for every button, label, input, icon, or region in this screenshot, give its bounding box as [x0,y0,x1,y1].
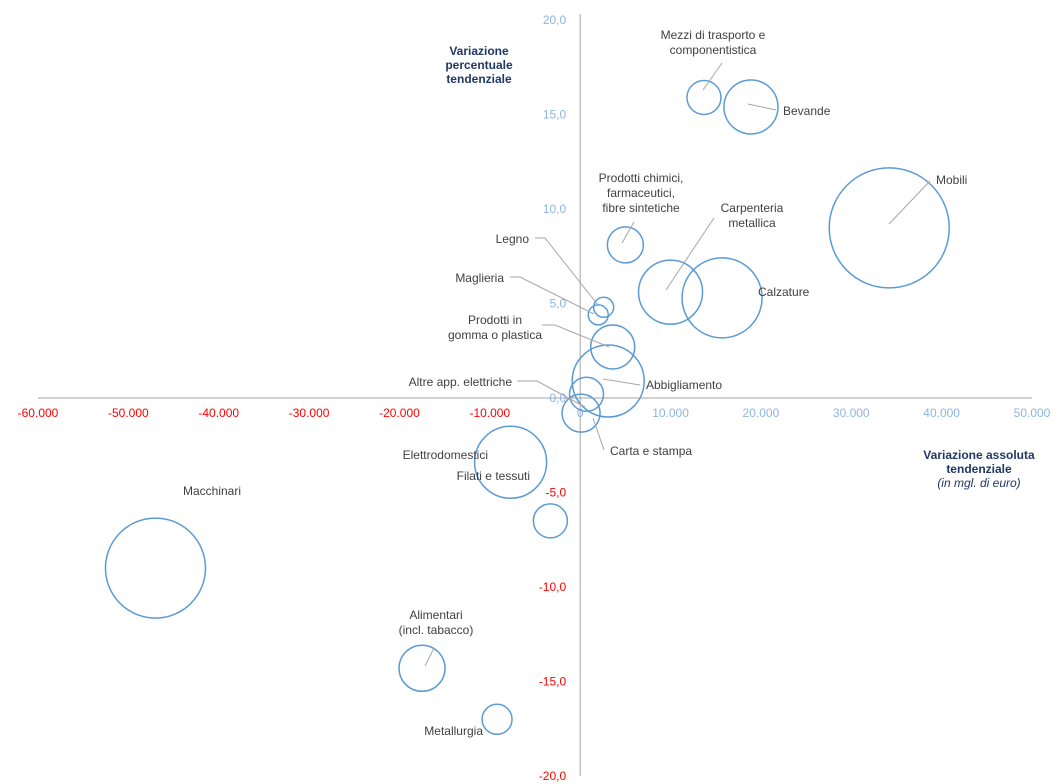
x-axis-title-text: Variazione assoluta tendenziale [923,448,1035,476]
data-label: Calzature [758,285,810,299]
leader-line [602,378,641,386]
data-label: Abbigliamento [646,378,722,392]
data-label: Metallurgia [424,724,483,738]
x-tick-label: -50.000 [108,406,149,420]
x-axis-unit: (in mgl. di euro) [937,476,1021,490]
y-tick-label: 5,0 [549,297,566,311]
x-tick-label: 50.000 [1014,406,1051,420]
data-label: Mezzi di trasporto e componentistica [661,28,766,57]
x-axis-title: Variazione assoluta tendenziale (in mgl.… [908,448,1050,490]
data-label: Legno [496,232,530,246]
leader-line [747,103,777,111]
bubble [473,425,548,500]
leader-line [888,180,931,225]
data-labels: Mezzi di trasporto e componentistica Bevan… [183,28,967,738]
bubble [828,167,950,289]
bubble [481,703,513,736]
x-tick-label: -40.000 [198,406,239,420]
y-tick-label: -5,0 [545,486,566,500]
data-label: Macchinari [183,484,241,498]
leader-line [621,221,635,244]
x-tick-label: 20.000 [743,406,780,420]
leader-line [592,417,605,451]
bubble [681,257,763,339]
bubble [606,226,645,264]
data-label: Prodotti in gomma o plastica [448,313,542,342]
x-tick-label: -60.000 [18,406,59,420]
x-tick-label: -10.000 [469,406,510,420]
data-label: Elettrodomestici [403,448,488,462]
bubble [571,344,645,418]
data-label: Prodotti chimici, farmaceutici, fibre sint… [599,171,684,215]
x-tick-label: 30.000 [833,406,870,420]
y-axis-title-text: Variazione percentuale tendenziale [445,44,513,86]
bubble [637,259,704,325]
leader-line [424,647,435,667]
bubble [723,79,779,135]
x-tick-label: -30.000 [289,406,330,420]
bubble [568,376,605,412]
leader-line [665,217,715,291]
x-tick-label: 0 [577,406,584,420]
bubble [592,296,615,319]
y-tick-label: 0,0 [549,391,566,405]
leader-lines [424,62,931,667]
y-tick-label: 20,0 [543,13,567,27]
leader-line [517,380,586,408]
data-label: Carta e stampa [610,444,692,458]
data-label: Alimentari (incl. tabacco) [399,608,474,637]
leader-line [510,276,595,315]
data-label: Altre app. elettriche [409,375,513,389]
leader-line [535,237,599,306]
y-axis-title: Variazione percentuale tendenziale [420,44,538,86]
bubble [104,517,207,619]
y-tick-label: -20,0 [539,769,567,783]
x-tick-label: 40.000 [923,406,960,420]
y-tick-label: 10,0 [543,202,567,216]
y-tick-label: -10,0 [539,580,567,594]
leader-line [542,324,610,348]
tick-labels: -60.000 -50.000 -40.000 -30.000 -20.000 -10.0… [18,13,1051,783]
x-tick-label: 10.000 [652,406,689,420]
bubble [561,393,601,433]
leader-line [702,62,723,91]
bubble [686,79,722,116]
axes [38,14,1032,776]
data-label: Mobili [936,173,967,187]
y-tick-label: 15,0 [543,108,567,122]
data-label: Bevande [783,104,831,118]
bubble [587,304,610,326]
y-tick-label: -15,0 [539,675,567,689]
bubble [532,503,569,539]
bubble [398,644,446,693]
bubble [589,324,636,370]
bubbles [104,79,950,736]
data-label: Carpenteria metallica [721,201,784,230]
x-tick-label: -20.000 [379,406,420,420]
data-label: Filati e tessuti [457,469,530,483]
data-label: Maglieria [455,271,504,285]
